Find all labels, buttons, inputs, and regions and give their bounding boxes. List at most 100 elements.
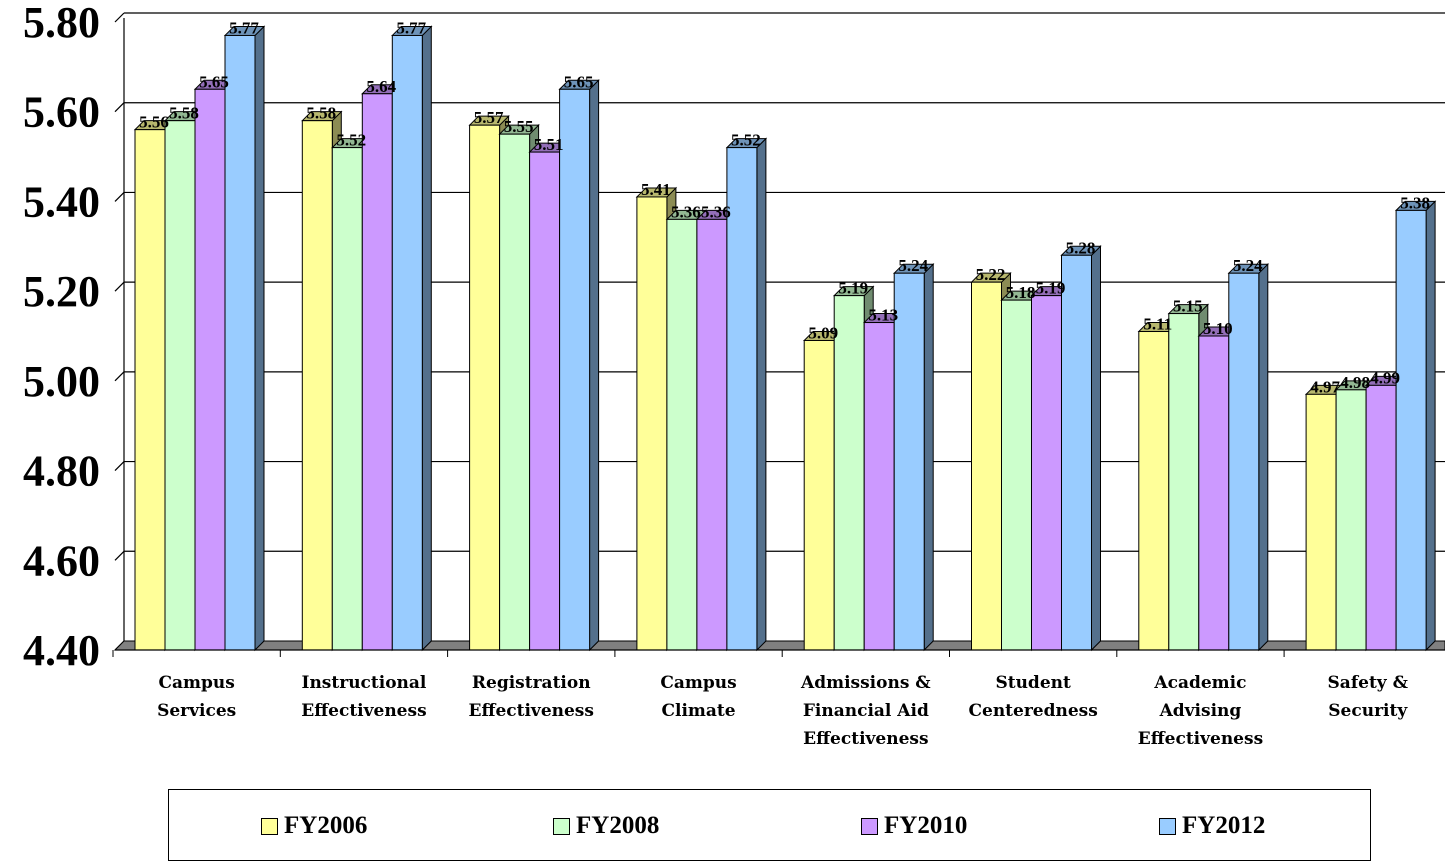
bar (1365, 384, 1397, 651)
legend-swatch-0 (261, 817, 278, 835)
gridline-side-5.20 (114, 281, 125, 292)
x-tick-label: Centeredness (968, 701, 1097, 721)
gridline-side-4.60 (114, 550, 125, 561)
y-tick-label: 5.60 (23, 88, 100, 137)
data-label: 5.10 (1203, 319, 1233, 338)
data-labels: 5.56 5.585.655.775.585.525.645.775.57 5.55… (139, 18, 1430, 396)
data-label: 5.13 (868, 306, 898, 325)
data-label: 5.18 (1006, 283, 1036, 302)
x-tick-label: Safety & (1328, 673, 1409, 693)
bar (1395, 209, 1427, 651)
bar (301, 120, 333, 651)
data-label: 5.58 (169, 104, 199, 123)
bar (696, 218, 728, 651)
bar (1335, 389, 1367, 651)
data-label: 5.09 (808, 323, 838, 342)
bar-side (1425, 200, 1436, 652)
gridline-side-5.00 (114, 371, 125, 382)
x-tick-label: Admissions & (800, 673, 931, 693)
bar (803, 339, 835, 651)
data-label: 5.24 (1233, 256, 1263, 275)
bar (529, 151, 561, 651)
bar-side (756, 137, 767, 652)
y-tick-label: 4.60 (23, 536, 100, 585)
bar (666, 218, 698, 651)
x-tick-label: Academic (1153, 673, 1246, 693)
bar (469, 124, 501, 651)
data-label: 5.11 (1143, 315, 1172, 334)
data-label: 5.55 (504, 117, 534, 136)
data-label: 5.28 (1066, 238, 1096, 257)
bar (224, 34, 256, 651)
x-tick-label: Registration (472, 673, 591, 693)
legend-swatch-3 (1159, 817, 1176, 835)
x-tick-label: Instructional (302, 673, 427, 693)
data-label: 5.64 (366, 77, 396, 96)
bar (1305, 393, 1337, 651)
data-label: 5.56 (139, 113, 169, 132)
bar-side (923, 262, 934, 652)
bar (164, 120, 196, 651)
bar (1168, 313, 1200, 651)
data-label: 5.57 (474, 108, 504, 127)
x-tick-label: Student (995, 673, 1071, 693)
data-label: 5.19 (838, 279, 868, 298)
bar (726, 147, 758, 651)
y-axis-ticks: 4.40 4.60 4.80 5.00 5.20 5.40 5.60 5.80 (23, 0, 100, 675)
x-tick-label: Effectiveness (1138, 729, 1263, 749)
data-label: 4.98 (1340, 373, 1370, 392)
bar (1228, 272, 1260, 651)
bar (361, 93, 393, 651)
data-label: 5.24 (898, 256, 928, 275)
data-label: 5.41 (641, 180, 671, 199)
legend-item-3: FY2012 (1159, 812, 1265, 840)
bar (134, 129, 166, 651)
legend-item-1: FY2008 (553, 812, 659, 840)
data-label: 4.99 (1370, 368, 1400, 387)
x-tick-label: Effectiveness (301, 701, 426, 721)
bar (391, 34, 423, 651)
x-tick-label: Climate (661, 701, 735, 721)
y-tick-label: 4.40 (23, 626, 100, 675)
y-tick-label: 5.00 (23, 357, 100, 406)
data-label: 5.77 (396, 18, 426, 37)
legend: FY2006 FY2008 FY2010 FY2012 (168, 789, 1371, 861)
data-label: 5.52 (336, 131, 366, 150)
x-tick-label: Effectiveness (803, 729, 928, 749)
data-label: 5.51 (534, 135, 564, 154)
legend-label-3: FY2012 (1182, 812, 1266, 839)
x-tick-label: Campus (158, 673, 234, 693)
bar (499, 133, 531, 651)
legend-item-0: FY2006 (261, 812, 367, 840)
data-label: 5.58 (306, 104, 336, 123)
y-tick-label: 5.80 (23, 0, 100, 47)
legend-item-2: FY2010 (861, 812, 967, 840)
data-label: 5.65 (199, 72, 229, 91)
legend-label-1: FY2008 (576, 812, 660, 839)
y-tick-label: 5.40 (23, 177, 100, 226)
data-label: 5.36 (671, 202, 701, 221)
bar (1061, 254, 1092, 651)
bar (1001, 299, 1032, 651)
bar (863, 322, 895, 651)
y-tick-label: 5.20 (23, 267, 100, 316)
gridline-side-4.80 (114, 461, 125, 471)
x-tick-label: Security (1328, 701, 1408, 721)
bar (1138, 331, 1170, 651)
data-label: 5.52 (731, 131, 761, 150)
bar (559, 88, 591, 651)
bar (1198, 335, 1230, 651)
x-tick-label: Services (157, 701, 236, 721)
data-label: 5.22 (976, 265, 1006, 284)
bar-side (1258, 262, 1269, 652)
legend-label-2: FY2010 (884, 812, 968, 839)
x-tick-label: Advising (1159, 701, 1242, 721)
bar (636, 196, 668, 651)
bars (133, 25, 1437, 652)
x-tick-label: Campus (660, 673, 736, 693)
x-axis-ticks: Campus Services Instructional Effectiveness… (112, 649, 1445, 749)
legend-label-0: FY2006 (284, 812, 368, 839)
y-tick-label: 4.80 (23, 447, 100, 496)
data-label: 5.38 (1400, 193, 1430, 212)
